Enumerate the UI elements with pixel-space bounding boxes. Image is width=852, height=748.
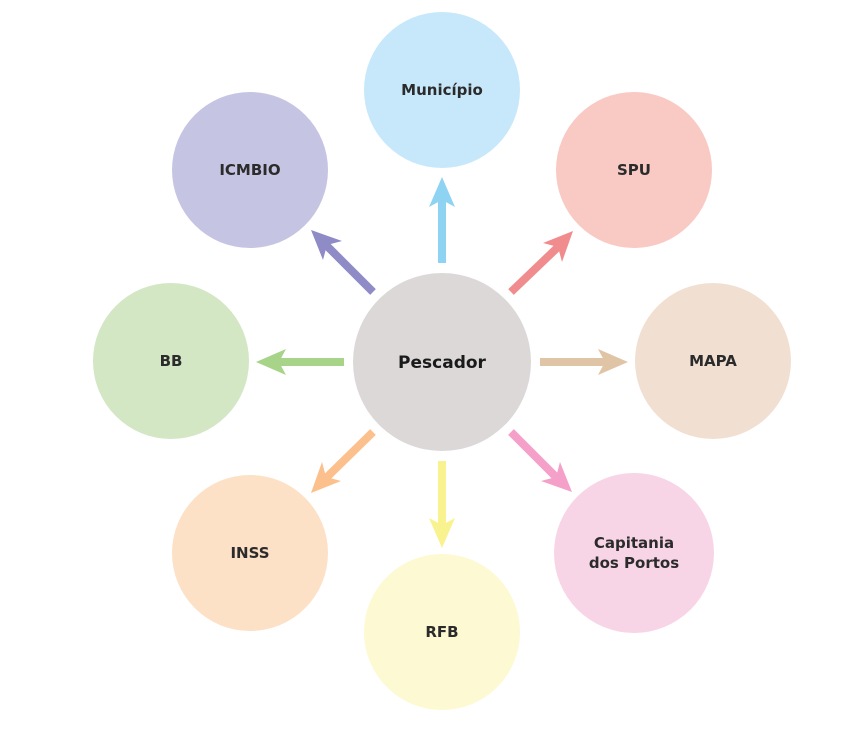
arrow-head	[311, 462, 341, 493]
arrow-head	[543, 231, 573, 262]
node-circle	[635, 283, 791, 439]
center-label: Pescador	[398, 353, 487, 373]
node-icmbio: ICMBIO	[172, 92, 328, 248]
arrow-shaft	[508, 429, 560, 481]
node-mapa: MAPA	[635, 283, 791, 439]
arrow-to-municipio	[429, 177, 455, 263]
node-label: RFB	[425, 623, 458, 641]
center-circle	[353, 273, 531, 451]
arrow-shaft	[323, 429, 376, 481]
arrow-head	[429, 518, 455, 548]
node-inss: INSS	[172, 475, 328, 631]
arrow-head	[541, 462, 572, 492]
node-label-line-1: Capitania	[594, 534, 674, 552]
node-circle	[93, 283, 249, 439]
node-label: SPU	[617, 161, 651, 179]
node-circle	[554, 473, 714, 633]
arrow-shaft	[508, 244, 561, 295]
arrow-shaft	[323, 242, 376, 295]
arrow-head	[311, 230, 342, 260]
node-circle	[172, 92, 328, 248]
node-pescador: Pescador	[353, 273, 531, 451]
arrow-to-bb	[256, 349, 344, 375]
node-rfb: RFB	[364, 554, 520, 710]
arrow-to-inss	[311, 429, 376, 493]
node-label: ICMBIO	[219, 161, 280, 179]
arrow-head	[598, 349, 628, 375]
node-circle	[364, 554, 520, 710]
node-bb: BB	[93, 283, 249, 439]
node-label: BB	[160, 352, 183, 370]
node-circle	[364, 12, 520, 168]
node-spu: SPU	[556, 92, 712, 248]
node-label: INSS	[230, 544, 269, 562]
arrow-to-spu	[508, 231, 573, 295]
node-municipio: Município	[364, 12, 520, 168]
arrow-to-rfb	[429, 461, 455, 548]
node-capitania-dos-portos: Capitania dos Portos	[554, 473, 714, 633]
arrow-to-capitania	[508, 429, 572, 492]
arrow-to-icmbio	[311, 230, 376, 295]
arrow-head	[429, 177, 455, 207]
arrows	[256, 177, 628, 548]
node-circle	[556, 92, 712, 248]
arrow-to-mapa	[540, 349, 628, 375]
arrow-head	[256, 349, 286, 375]
node-circle	[172, 475, 328, 631]
node-label: Município	[401, 81, 483, 99]
node-label-line-2: dos Portos	[589, 554, 679, 572]
node-label: MAPA	[689, 352, 737, 370]
